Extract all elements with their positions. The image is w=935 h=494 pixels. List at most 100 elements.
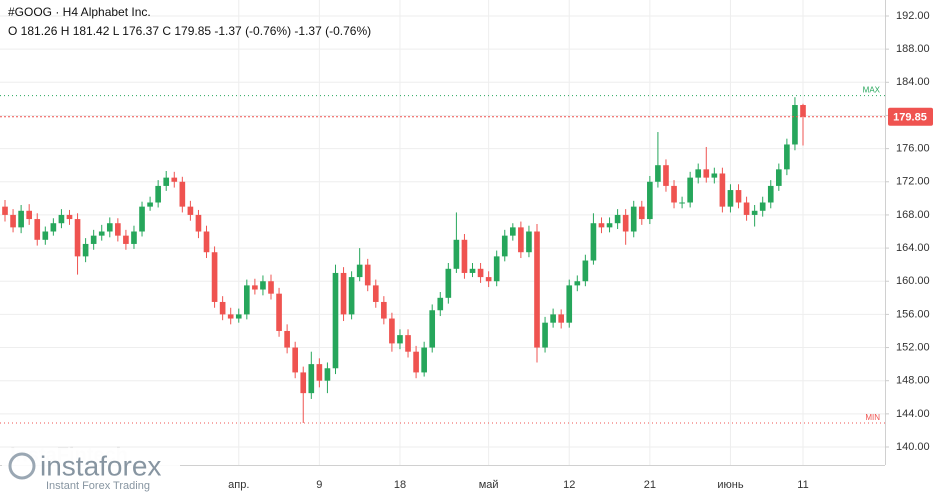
logo-tagline: Instant Forex Trading bbox=[46, 480, 150, 492]
candle-body bbox=[598, 223, 605, 228]
candle-body bbox=[775, 169, 782, 186]
candle-body bbox=[308, 364, 315, 394]
logo-box bbox=[2, 448, 180, 492]
y-tick-label: 184.00 bbox=[896, 76, 930, 88]
candle-body bbox=[115, 223, 121, 236]
candle-body bbox=[284, 330, 290, 348]
candle-body bbox=[638, 206, 645, 220]
candle-body bbox=[219, 301, 226, 315]
candle-body bbox=[759, 202, 766, 211]
y-tick-label: 144.00 bbox=[896, 408, 930, 420]
candle-body bbox=[509, 227, 516, 236]
candle-body bbox=[348, 277, 355, 315]
y-tick-label: 176.00 bbox=[896, 143, 930, 155]
candle-body bbox=[268, 281, 274, 294]
candle-body bbox=[429, 310, 436, 348]
y-tick-label: 140.00 bbox=[896, 441, 930, 453]
candle-body bbox=[372, 285, 379, 302]
candle-body bbox=[719, 173, 726, 207]
x-tick-label: май bbox=[479, 479, 499, 491]
candle-body bbox=[622, 214, 629, 232]
candle-body bbox=[163, 177, 170, 186]
candle-body bbox=[534, 231, 540, 348]
candle-body bbox=[131, 231, 137, 244]
candle-body bbox=[356, 264, 363, 278]
candle-body bbox=[227, 314, 234, 319]
candle-body bbox=[316, 364, 323, 381]
candle-body bbox=[90, 235, 97, 244]
candle-body bbox=[735, 190, 742, 203]
candle-body bbox=[679, 202, 685, 204]
y-tick-label: 188.00 bbox=[896, 43, 930, 55]
candle-body bbox=[566, 285, 573, 323]
candle-body bbox=[493, 256, 500, 282]
candle-body bbox=[292, 347, 299, 373]
candle-body bbox=[18, 210, 24, 228]
y-tick-label: 172.00 bbox=[896, 176, 930, 188]
candle-body bbox=[550, 314, 556, 323]
candle-body bbox=[147, 202, 153, 207]
candle-body bbox=[695, 169, 702, 178]
candle-body bbox=[195, 214, 202, 232]
candle-body bbox=[792, 105, 798, 145]
candle-body bbox=[82, 243, 89, 257]
x-tick-label: апр. bbox=[228, 479, 249, 491]
candle-body bbox=[542, 322, 548, 348]
logo-brand: instaforex bbox=[40, 450, 161, 481]
candle-body bbox=[655, 165, 661, 182]
candle-body bbox=[243, 285, 250, 315]
candle-body bbox=[703, 169, 710, 178]
candle-body bbox=[42, 231, 49, 240]
level-label: MAX bbox=[863, 86, 881, 95]
candle-body bbox=[614, 214, 621, 224]
candle-body bbox=[58, 214, 65, 224]
candle-body bbox=[2, 206, 8, 215]
candle-body bbox=[751, 210, 758, 215]
chart-title: #GOOG · H4 Alphabet Inc. bbox=[8, 5, 151, 19]
x-tick-label: 9 bbox=[316, 479, 322, 491]
x-tick-label: 18 bbox=[394, 479, 406, 491]
candle-body bbox=[590, 223, 597, 261]
candle-body bbox=[155, 185, 161, 203]
candle-body bbox=[485, 277, 492, 282]
candle-body bbox=[574, 281, 581, 286]
candle-body bbox=[50, 223, 57, 232]
candle-body bbox=[98, 231, 105, 236]
candle-body bbox=[300, 372, 307, 394]
candle-body bbox=[74, 219, 81, 257]
candle-body bbox=[389, 318, 395, 344]
candle-body bbox=[324, 368, 331, 381]
candle-body bbox=[461, 239, 468, 273]
candle-body bbox=[501, 235, 508, 257]
candle-body bbox=[260, 281, 266, 290]
y-tick-label: 192.00 bbox=[896, 10, 930, 22]
candle-body bbox=[203, 231, 210, 253]
x-tick-label: 12 bbox=[563, 479, 575, 491]
last-price-box bbox=[888, 107, 933, 126]
y-tick-label: 148.00 bbox=[896, 375, 930, 387]
logo-icon bbox=[8, 452, 36, 480]
candle-body bbox=[469, 268, 476, 273]
candle-body bbox=[558, 314, 565, 323]
candle-body bbox=[106, 223, 113, 232]
candle-body bbox=[445, 268, 452, 298]
candle-body bbox=[66, 214, 73, 220]
candle-body bbox=[477, 268, 484, 278]
candle-body bbox=[606, 223, 613, 228]
candle-body bbox=[332, 272, 339, 369]
candle-body bbox=[413, 351, 419, 373]
candle-body bbox=[211, 252, 218, 302]
candle-body bbox=[663, 165, 669, 186]
candle-body bbox=[26, 210, 33, 220]
y-tick-label: 164.00 bbox=[896, 242, 930, 254]
candle-body bbox=[179, 181, 186, 207]
candle-body bbox=[800, 105, 806, 117]
candle-body bbox=[743, 202, 750, 215]
candle-body bbox=[767, 185, 774, 203]
candle-body bbox=[437, 297, 444, 311]
candle-body bbox=[671, 185, 677, 203]
y-tick-label: 152.00 bbox=[896, 341, 930, 353]
level-label: MIN bbox=[865, 413, 880, 422]
candle-body bbox=[582, 260, 589, 282]
